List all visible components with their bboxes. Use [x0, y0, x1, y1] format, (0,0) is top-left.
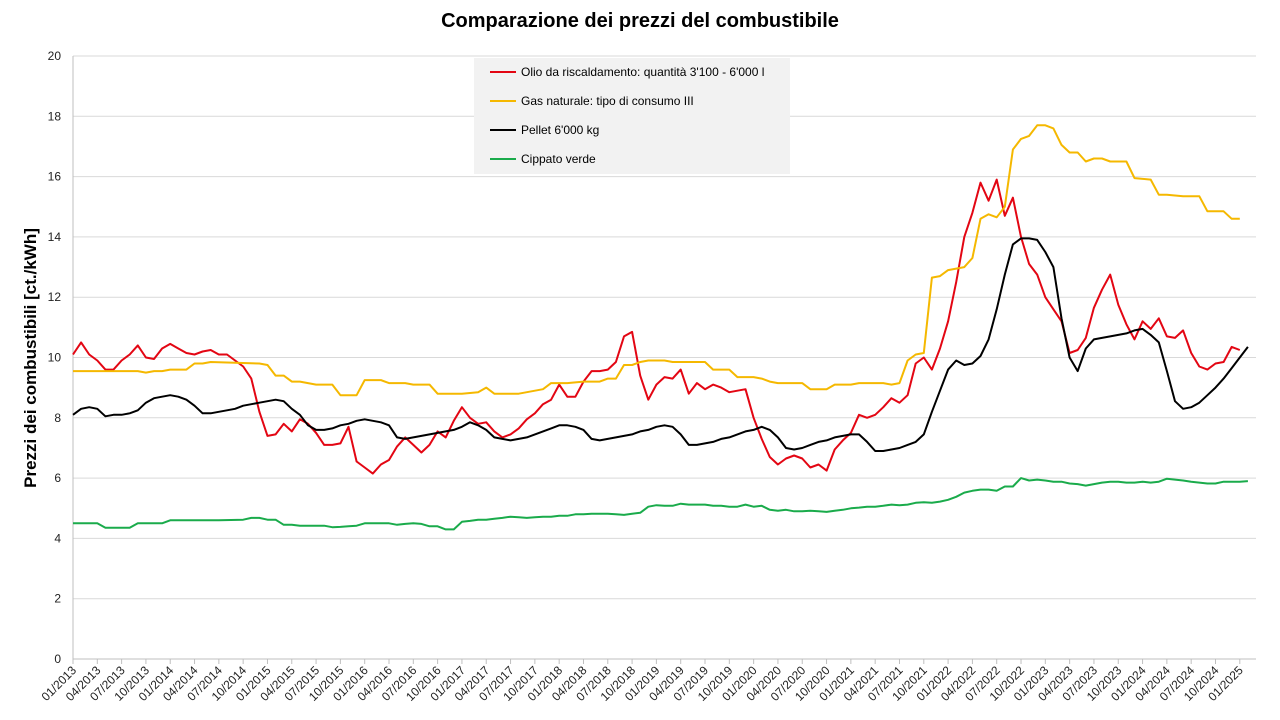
y-tick-label: 6: [54, 471, 61, 485]
legend-box: [474, 58, 790, 174]
y-tick-label: 14: [48, 230, 62, 244]
legend-label: Olio da riscaldamento: quantità 3'100 - …: [521, 65, 764, 79]
legend-label: Cippato verde: [521, 152, 596, 166]
x-axis-ticks: 01/201304/201307/201310/201301/201404/20…: [39, 659, 1246, 704]
y-tick-label: 12: [48, 290, 62, 304]
series-lines: [72, 124, 1249, 531]
y-tick-label: 16: [48, 170, 62, 184]
y-tick-label: 4: [54, 531, 61, 545]
chart-title: Comparazione dei prezzi del combustibile: [441, 10, 839, 32]
y-tick-label: 10: [48, 351, 62, 365]
legend-label: Gas naturale: tipo di consumo III: [521, 94, 694, 108]
legend: Olio da riscaldamento: quantità 3'100 - …: [474, 58, 790, 174]
y-axis-ticks: 0 2 4 6 8 10 12 14 16 18 20: [48, 49, 62, 666]
series-line-2: [73, 124, 1240, 397]
axes: [72, 56, 1256, 660]
y-tick-label: 18: [48, 109, 62, 123]
y-axis-title: Prezzi dei combustibili [ct./kWh]: [21, 228, 40, 488]
legend-label: Pellet 6'000 kg: [521, 123, 599, 137]
series-line-1: [72, 178, 1241, 475]
y-tick-label: 2: [54, 592, 61, 606]
y-tick-label: 8: [54, 411, 61, 425]
series-line-4: [73, 477, 1248, 531]
series-line-3: [72, 237, 1249, 452]
y-tick-label: 0: [54, 652, 61, 666]
y-tick-label: 20: [48, 49, 62, 63]
